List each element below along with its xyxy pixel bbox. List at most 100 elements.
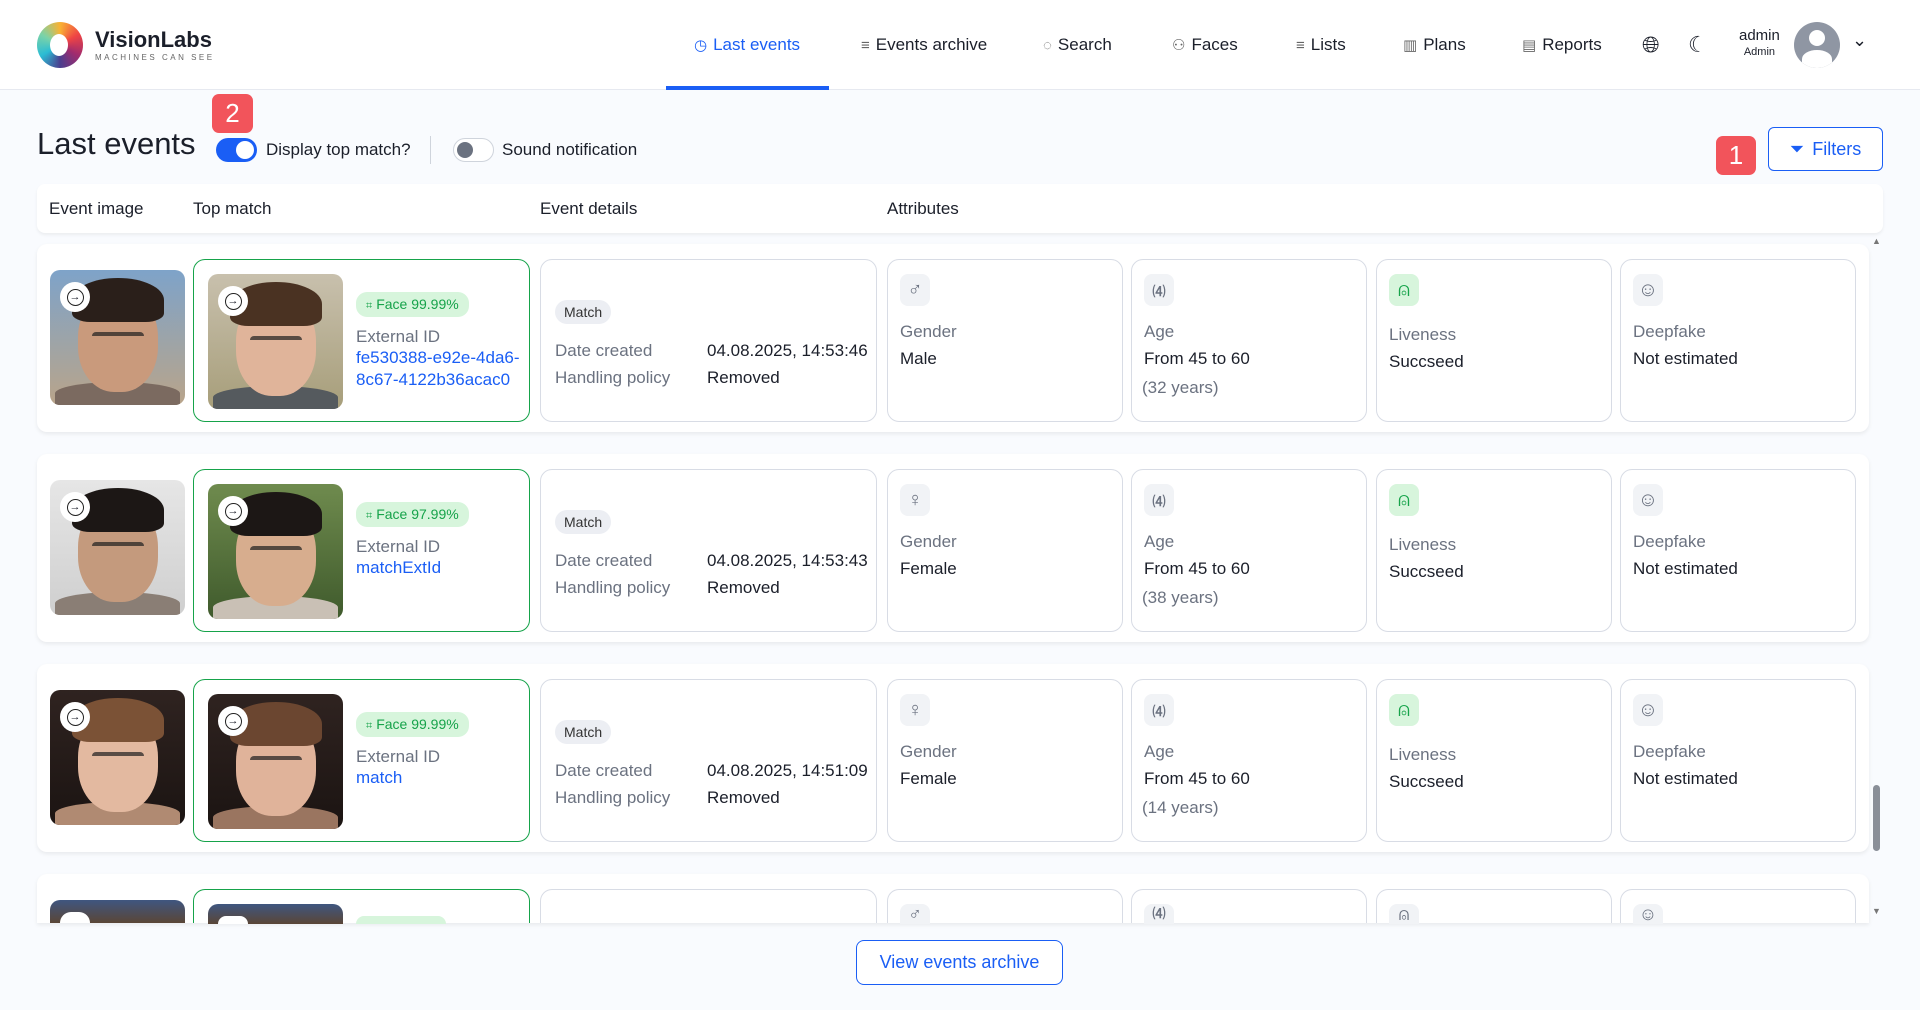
nav-search[interactable]: ◌ Search [1043,0,1112,90]
table-row[interactable]: → → ⌗ Face 99.99% External ID match Match… [37,664,1869,852]
nav-lists[interactable]: ≡ Lists [1296,0,1346,90]
moon-icon[interactable]: ☾ [1688,32,1708,57]
page-title: Last events [37,126,196,161]
deepfake-label: Deepfake [1633,322,1706,341]
age-icon: ⑷ [1144,484,1174,516]
liveness-label: Liveness [1389,325,1457,344]
column-header: Attributes [887,199,959,218]
gender-card: ♂ Gender Male [887,259,1123,422]
sound-notification-toggle[interactable] [453,138,494,162]
column-header: Event image [49,199,144,218]
gender-value: Female [900,559,957,578]
top-match-card[interactable]: → ⌗ Face 99.99% External ID fe530388-e92e… [193,259,530,422]
event-details-card [540,889,877,923]
age-years-value: (38 years) [1142,588,1219,607]
female-icon: ♀ [900,694,930,726]
date-created-value: 04.08.2025, 14:51:09 [707,761,868,780]
gender-label: Gender [900,532,957,551]
face-score-badge: ⌗ Face 99.99% [356,712,469,737]
theater-masks-icon: ☺ [1633,484,1663,516]
event-image[interactable] [50,900,185,923]
deepfake-card: ☺ Deepfake Not estimated [1620,679,1856,842]
top-match-card[interactable]: → ⌗ Face 97.99% External ID matchExtId [193,469,530,632]
column-header: Event details [540,199,638,218]
deepfake-card: ☺ Deepfake Not estimated [1620,469,1856,632]
top-match-card[interactable]: → ⌗ Face 99.99% External ID match [193,679,530,842]
top-match-image[interactable]: → [208,274,343,409]
male-icon: ♂ [900,904,930,924]
external-id-link[interactable]: match [356,768,403,787]
female-icon: ♀ [900,484,930,516]
events-list[interactable]: → → ⌗ Face 99.99% External ID fe530388-e9… [0,241,1869,924]
external-id-label: External ID [356,537,441,556]
liveness-value: Succseed [1389,352,1464,371]
top-match-image[interactable] [208,904,343,924]
open-arrow-icon[interactable]: → [218,286,248,316]
open-arrow-icon[interactable]: → [218,706,248,736]
event-image[interactable]: → [50,480,185,615]
globe-icon[interactable]: 🌐︎ [1642,32,1660,57]
face-scan-icon: ⌗ [366,300,373,312]
open-arrow-icon[interactable]: → [60,492,90,522]
event-image[interactable]: → [50,270,185,405]
age-years-value: (14 years) [1142,798,1219,817]
brand-name: VisionLabs [95,26,212,52]
event-image[interactable]: → [50,690,185,825]
open-arrow-icon[interactable]: → [60,282,90,312]
status-chip: Match [555,300,612,324]
user-role: Admin [1743,46,1776,58]
top-match-card[interactable] [193,889,530,924]
top-match-image[interactable]: → [208,484,343,619]
deepfake-value: Not estimated [1633,769,1738,788]
avatar[interactable] [1794,22,1840,68]
top-match-image[interactable]: → [208,694,343,829]
external-id-label: External ID [356,747,441,766]
liveness-card: ⍝ Liveness Succseed [1376,469,1612,632]
status-chip: Match [555,720,612,744]
divider [430,136,431,164]
open-arrow-icon[interactable] [60,912,90,923]
brand-tagline: MACHINES CAN SEE [95,52,215,62]
deepfake-value: Not estimated [1633,349,1738,368]
deepfake-label: Deepfake [1633,742,1706,761]
liveness-label: Liveness [1389,535,1457,554]
open-arrow-icon[interactable]: → [60,702,90,732]
scrollbar-thumb[interactable] [1873,785,1880,851]
scroll-up-arrow[interactable]: ▲ [1872,236,1881,246]
document-icon: ▤ [1522,37,1537,54]
user-info[interactable]: admin Admin [1739,27,1780,58]
date-created-label: Date created [555,551,653,570]
liveness-card: ⍝ Liveness Succseed [1376,679,1612,842]
table-row[interactable]: → → ⌗ Face 99.99% External ID fe530388-e9… [37,244,1869,432]
external-id-link[interactable]: fe530388-e92e-4da6-8c67-4122b36acac0 [356,348,520,389]
face-photo [50,690,185,825]
handling-policy-value: Removed [707,578,780,597]
scroll-down-arrow[interactable]: ▼ [1872,906,1881,916]
display-top-match-toggle[interactable] [216,138,257,162]
nav-last-events[interactable]: ◷ Last events [694,0,800,90]
open-arrow-icon[interactable] [218,916,248,924]
nav-faces[interactable]: ⚇ Faces [1172,0,1238,90]
nav-reports[interactable]: ▤ Reports [1522,0,1602,90]
theater-masks-icon: ☺ [1633,904,1663,924]
view-events-archive-button[interactable]: View events archive [856,940,1063,985]
table-row[interactable]: → → ⌗ Face 97.99% External ID matchExtId … [37,454,1869,642]
age-icon: ⑷ [1144,904,1174,924]
nav-events-archive[interactable]: ≡ Events archive [861,0,987,90]
age-label: Age [1144,532,1175,551]
filters-button[interactable]: ⏷ Filters [1768,127,1883,171]
face-score-badge: ⌗ Face 99.99% [356,292,469,317]
open-arrow-icon[interactable]: → [218,496,248,526]
chevron-down-icon[interactable]: ⌄ [1852,30,1868,50]
external-id-link[interactable]: matchExtId [356,558,442,577]
table-row[interactable]: ♂ ⑷ ⍝ ☺ [37,874,1869,924]
face-scan-icon: ⌗ [366,720,373,732]
handling-policy-label: Handling policy [555,578,671,597]
logo[interactable]: VisionLabs MACHINES CAN SEE [37,22,215,68]
face-score: Face 99.99% [376,716,459,732]
clock-icon: ◷ [694,37,708,54]
deepfake-card: ☺ [1620,889,1856,924]
deepfake-value: Not estimated [1633,559,1738,578]
nav-plans[interactable]: ▥ Plans [1403,0,1466,90]
users-icon: ⚇ [1172,37,1186,54]
